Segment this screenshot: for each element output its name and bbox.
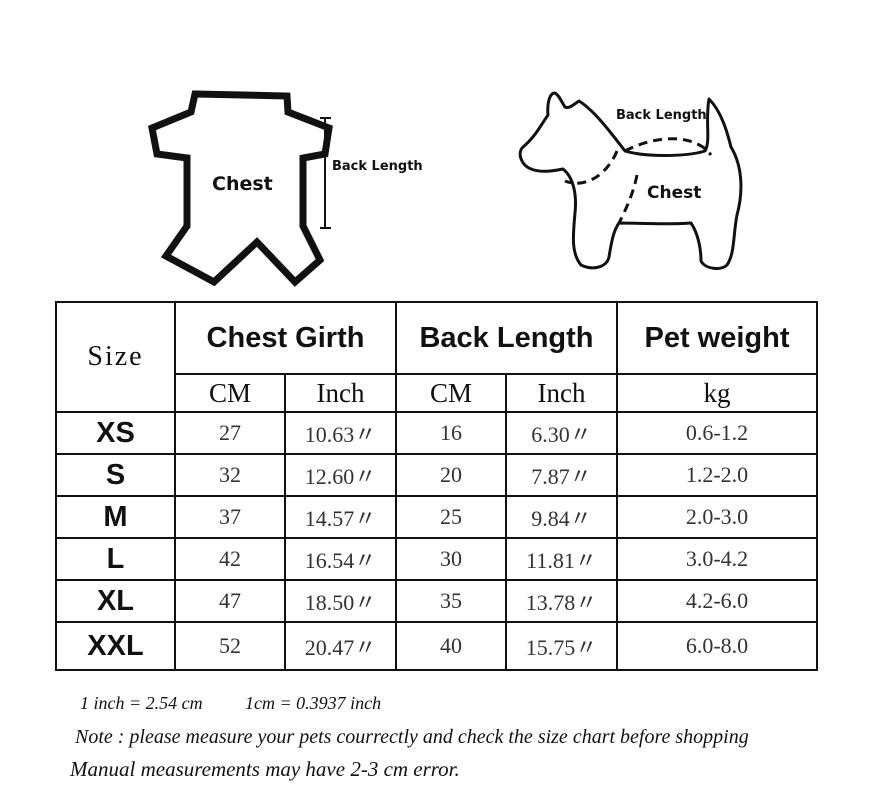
table-row: XS 27 10.63〃 16 6.30〃 0.6-1.2: [55, 411, 818, 455]
back-cm-cell: 35: [395, 579, 507, 623]
size-header: Size: [55, 301, 176, 413]
table-row: S 32 12.60〃 20 7.87〃 1.2-2.0: [55, 453, 818, 497]
weight-cell: 1.2-2.0: [616, 453, 818, 497]
size-chart-table: Size Chest Girth Back Length Pet weight …: [55, 301, 818, 671]
weight-cell: 2.0-3.0: [616, 495, 818, 539]
back-cm-cell: 20: [395, 453, 507, 497]
weight-cell: 3.0-4.2: [616, 537, 818, 581]
table-row: XXL 52 20.47〃 40 15.75〃 6.0-8.0: [55, 621, 818, 671]
size-label: S: [55, 453, 176, 497]
chest-inch-cell: 14.57〃: [284, 495, 397, 539]
back-inch-unit: Inch: [505, 373, 618, 413]
size-label: L: [55, 537, 176, 581]
size-label: XL: [55, 579, 176, 623]
chest-cm-cell: 52: [174, 621, 286, 671]
chest-cm-cell: 32: [174, 453, 286, 497]
back-cm-cell: 30: [395, 537, 507, 581]
conversion-inch-note: 1 inch = 2.54 cm: [80, 693, 203, 713]
pet-weight-header: Pet weight: [616, 301, 818, 375]
back-inch-cell: 13.78〃: [505, 579, 618, 623]
dog-diagram: Back Length Chest: [515, 85, 755, 275]
dog-outline-icon: [518, 91, 743, 270]
chest-inch-cell: 12.60〃: [284, 453, 397, 497]
chest-inch-cell: 20.47〃: [284, 621, 397, 671]
chest-cm-cell: 37: [174, 495, 286, 539]
chest-inch-cell: 18.50〃: [284, 579, 397, 623]
back-length-header: Back Length: [395, 301, 618, 375]
weight-unit: kg: [616, 373, 818, 413]
table-header-row: Size Chest Girth Back Length Pet weight: [55, 301, 818, 413]
chest-inch-cell: 16.54〃: [284, 537, 397, 581]
chest-cm-cell: 27: [174, 411, 286, 455]
measure-note: Note : please measure your pets courrect…: [75, 726, 749, 748]
weight-cell: 4.2-6.0: [616, 579, 818, 623]
back-inch-cell: 7.87〃: [505, 453, 618, 497]
back-length-label: Back Length: [332, 159, 423, 174]
chest-cm-cell: 42: [174, 537, 286, 581]
chest-label: Chest: [647, 183, 702, 203]
conversion-cm-note: 1cm = 0.3937 inch: [245, 693, 382, 713]
chest-inch-cell: 10.63〃: [284, 411, 397, 455]
back-cm-unit: CM: [395, 373, 507, 413]
back-cm-cell: 40: [395, 621, 507, 671]
table-row: XL 47 18.50〃 35 13.78〃 4.2-6.0: [55, 579, 818, 623]
garment-outline-icon: [148, 90, 333, 287]
table-row: M 37 14.57〃 25 9.84〃 2.0-3.0: [55, 495, 818, 539]
table-unit-row: CM Inch CM Inch kg: [56, 373, 818, 413]
back-inch-cell: 15.75〃: [505, 621, 618, 671]
chest-inch-unit: Inch: [284, 373, 397, 413]
back-cm-cell: 25: [395, 495, 507, 539]
weight-cell: 0.6-1.2: [616, 411, 818, 455]
error-note: Manual measurements may have 2-3 cm erro…: [70, 757, 460, 781]
back-inch-cell: 6.30〃: [505, 411, 618, 455]
weight-cell: 6.0-8.0: [616, 621, 818, 671]
size-label: M: [55, 495, 176, 539]
chest-cm-unit: CM: [174, 373, 286, 413]
size-label: XXL: [55, 621, 176, 671]
back-length-label: Back Length: [616, 108, 707, 123]
back-inch-cell: 9.84〃: [505, 495, 618, 539]
back-inch-cell: 11.81〃: [505, 537, 618, 581]
garment-diagram: Chest Back Length: [145, 88, 435, 288]
back-cm-cell: 16: [395, 411, 507, 455]
chest-cm-cell: 47: [174, 579, 286, 623]
table-row: L 42 16.54〃 30 11.81〃 3.0-4.2: [55, 537, 818, 581]
chest-label: Chest: [212, 173, 273, 195]
size-label: XS: [55, 411, 176, 455]
chest-girth-header: Chest Girth: [174, 301, 397, 375]
